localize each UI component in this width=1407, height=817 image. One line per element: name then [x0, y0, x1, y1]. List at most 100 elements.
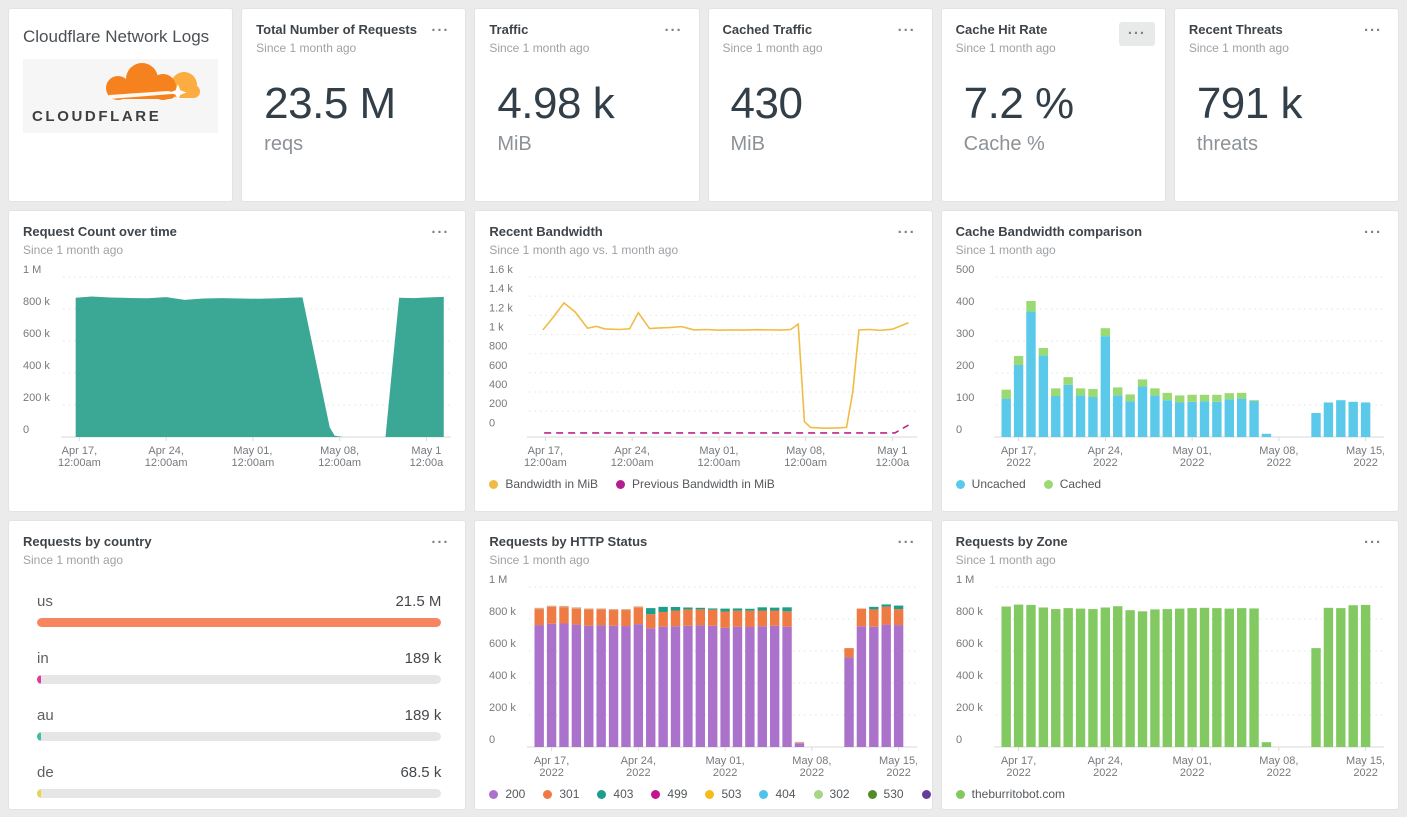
svg-text:200 k: 200 k	[489, 702, 516, 714]
legend-item[interactable]: theburritobot.com	[955, 787, 1065, 801]
svg-text:Apr 17,: Apr 17,	[1001, 445, 1036, 457]
stat-value: 4.98 k	[497, 79, 615, 129]
panel-title: Cache Bandwidth comparison	[955, 224, 1143, 239]
gauge-fill	[37, 675, 42, 685]
legend-item[interactable]: Previous Bandwidth in MiB	[616, 477, 775, 491]
text-panel-title: Cloudflare Network Logs	[23, 27, 210, 46]
legend-color-dot	[489, 479, 499, 489]
svg-text:1 M: 1 M	[23, 264, 41, 276]
svg-text:400: 400	[956, 296, 974, 308]
svg-text:Apr 17,: Apr 17,	[534, 755, 569, 767]
panel-subtitle: Since 1 month ago	[256, 41, 357, 56]
gauge-value: 189 k	[404, 650, 442, 668]
svg-text:500: 500	[956, 264, 974, 276]
svg-text:400: 400	[489, 379, 507, 391]
svg-text:400 k: 400 k	[23, 360, 50, 372]
svg-text:1 M: 1 M	[489, 574, 507, 586]
svg-text:12:00am: 12:00am	[611, 457, 654, 469]
panel-menu-icon[interactable]: ···	[1364, 22, 1382, 39]
svg-text:600 k: 600 k	[489, 638, 516, 650]
svg-text:2022: 2022	[713, 767, 737, 779]
svg-text:200 k: 200 k	[23, 392, 50, 404]
panel-menu-icon[interactable]: ···	[664, 22, 683, 39]
chart-legend	[23, 471, 451, 497]
country-bar-gauge[interactable]: us 21.5 M in 189 k au 189 k de 68.5 k	[9, 567, 465, 799]
legend-item[interactable]: 200	[489, 787, 525, 801]
legend-item[interactable]: 404	[759, 787, 796, 801]
legend-label: Cached	[1059, 477, 1102, 492]
panel-recent-threats: Recent Threats Since 1 month ago ··· 791…	[1173, 8, 1399, 202]
legend-item[interactable]: 526	[921, 787, 932, 801]
legend-item[interactable]: 403	[597, 787, 633, 801]
svg-text:May 08,: May 08,	[786, 445, 825, 457]
panel-menu-icon[interactable]: ···	[1364, 224, 1382, 241]
stat-unit: threats	[1196, 132, 1258, 155]
svg-text:1 M: 1 M	[956, 574, 974, 586]
svg-text:12:00am: 12:00am	[698, 457, 741, 469]
svg-text:1.4 k: 1.4 k	[489, 283, 513, 295]
legend-color-dot	[759, 789, 769, 799]
svg-text:Apr 24,: Apr 24,	[621, 755, 656, 767]
panel-menu-icon[interactable]: ···	[1364, 534, 1382, 551]
panel-menu-icon[interactable]: ···	[897, 224, 916, 241]
legend-item[interactable]: 503	[705, 787, 741, 801]
panel-menu-icon[interactable]: ···	[897, 22, 916, 39]
legend-item[interactable]: Bandwidth in MiB	[489, 477, 598, 491]
panel-subtitle: Since 1 month ago	[489, 553, 590, 568]
panel-title: Cached Traffic	[722, 22, 813, 37]
panel-menu-icon[interactable]: ···	[897, 534, 916, 551]
recent-bandwidth-chart[interactable]: 0 200 400 600 800 1 k 1.2 k 1.4 k 1.6 k Apr 17, 12…	[489, 261, 918, 471]
legend-item[interactable]: 302	[813, 787, 850, 801]
panel-subtitle: Since 1 month ago	[955, 553, 1056, 568]
panel-requests-by-http-status: Requests by HTTP Status Since 1 month ag…	[474, 520, 933, 810]
gauge-value: 189 k	[404, 707, 442, 725]
svg-text:800 k: 800 k	[956, 606, 983, 618]
svg-text:600 k: 600 k	[23, 328, 50, 340]
svg-text:800: 800	[489, 341, 507, 353]
panel-title: Recent Bandwidth	[489, 224, 603, 239]
panel-menu-icon[interactable]: ···	[431, 534, 450, 551]
gauge-fill	[37, 732, 42, 742]
chart-legend: 200301403499503404302530526524	[489, 781, 931, 807]
svg-text:2022: 2022	[1353, 767, 1377, 779]
panel-cached-traffic: Cached Traffic Since 1 month ago ··· 430…	[707, 8, 933, 202]
svg-text:2022: 2022	[887, 767, 911, 779]
panel-title: Recent Threats	[1188, 22, 1283, 37]
legend-color-dot	[921, 789, 931, 799]
svg-text:May 08,: May 08,	[793, 755, 832, 767]
svg-text:2022: 2022	[1006, 767, 1030, 779]
svg-text:300: 300	[956, 328, 974, 340]
panel-subtitle: Since 1 month ago	[1188, 41, 1289, 56]
cache-bandwidth-chart[interactable]: 0 100 200 300 400 500 Apr 17, 2022 Apr 24, 2022 Ma…	[956, 261, 1385, 471]
svg-text:May 08,: May 08,	[1259, 755, 1298, 767]
chart-legend: theburritobot.com	[955, 781, 1384, 807]
svg-text:200: 200	[956, 360, 974, 372]
svg-text:May 01,: May 01,	[700, 445, 739, 457]
gauge-label: in	[37, 650, 49, 668]
legend-item[interactable]: 301	[543, 787, 579, 801]
panel-subtitle: Since 1 month ago	[722, 41, 823, 56]
panel-menu-icon[interactable]: ···	[431, 22, 450, 39]
svg-text:2022: 2022	[1093, 457, 1117, 469]
gauge-row-au: au 189 k	[37, 707, 442, 742]
panel-subtitle: Since 1 month ago vs. 1 month ago	[489, 243, 679, 258]
legend-label: Previous Bandwidth in MiB	[632, 477, 775, 492]
svg-text:May 01,: May 01,	[1172, 445, 1211, 457]
svg-text:2022: 2022	[1266, 767, 1290, 779]
legend-item[interactable]: Cached	[1043, 477, 1102, 492]
panel-cache-bandwidth-comparison: Cache Bandwidth comparison Since 1 month…	[940, 210, 1399, 512]
svg-text:200 k: 200 k	[956, 702, 983, 714]
svg-text:Apr 17,: Apr 17,	[62, 445, 97, 457]
legend-label: 499	[667, 787, 688, 802]
panel-menu-icon[interactable]: ···	[431, 224, 450, 241]
svg-text:12:00am: 12:00am	[318, 457, 361, 469]
legend-color-dot	[489, 789, 499, 799]
legend-item[interactable]: Uncached	[955, 477, 1026, 491]
legend-item[interactable]: 499	[651, 787, 687, 801]
legend-item[interactable]: 530	[867, 787, 904, 801]
legend-label: 301	[559, 787, 580, 802]
panel-menu-icon[interactable]: ···	[1118, 22, 1155, 46]
